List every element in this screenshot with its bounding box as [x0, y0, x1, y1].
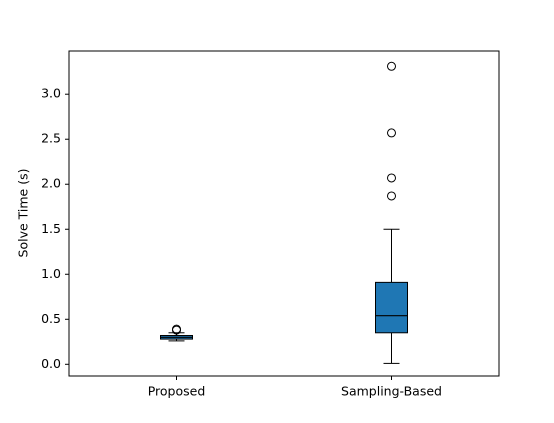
y-tick-label: 1.5	[41, 221, 61, 236]
flier	[387, 61, 396, 71]
flier	[387, 128, 396, 138]
y-tick-label: 0.5	[41, 311, 61, 326]
y-tick-label: 2.0	[41, 176, 61, 191]
flier	[172, 324, 181, 334]
x-tick-label: Proposed	[148, 384, 206, 399]
flier	[387, 191, 396, 201]
box	[375, 281, 408, 334]
y-tick-label: 2.5	[41, 131, 61, 146]
y-tick-label: 1.0	[41, 266, 61, 281]
y-tick-label: 3.0	[41, 86, 61, 101]
y-tick-label: 0.0	[41, 356, 61, 371]
plot-frame	[68, 50, 500, 377]
flier	[387, 173, 396, 183]
y-axis-label: Solve Time (s)	[16, 169, 31, 258]
x-tick-label: Sampling-Based	[341, 384, 442, 399]
